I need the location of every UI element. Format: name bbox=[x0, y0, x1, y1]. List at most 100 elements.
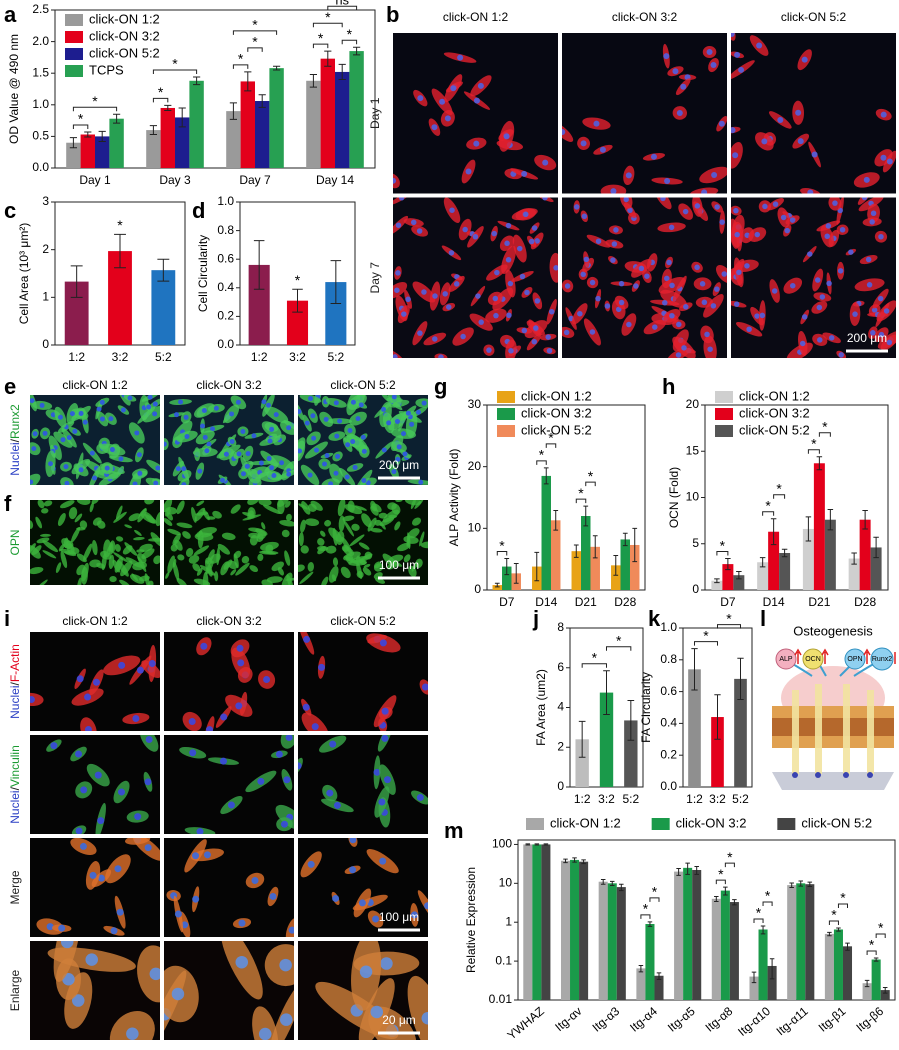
nucleus bbox=[361, 448, 367, 454]
cell bbox=[371, 503, 382, 513]
nucleus bbox=[75, 750, 83, 758]
nucleus bbox=[275, 750, 283, 758]
cell bbox=[300, 545, 309, 554]
cell bbox=[415, 558, 423, 569]
y-tick-label: 2 bbox=[42, 242, 49, 256]
nucleus bbox=[734, 231, 740, 238]
nucleus bbox=[324, 453, 330, 459]
x-tick-label: Itg-α5 bbox=[665, 1004, 698, 1035]
bar bbox=[320, 58, 335, 168]
bar bbox=[757, 562, 769, 590]
legend-swatch bbox=[65, 48, 83, 60]
nucleus bbox=[528, 238, 535, 245]
bar bbox=[189, 80, 204, 168]
bar bbox=[824, 933, 834, 1000]
nucleus bbox=[732, 152, 739, 159]
cell bbox=[37, 500, 45, 509]
significance-bracket bbox=[866, 950, 877, 956]
significance-label: * bbox=[252, 17, 258, 33]
cell bbox=[83, 543, 93, 562]
nucleus bbox=[227, 801, 235, 809]
nucleus bbox=[573, 204, 580, 210]
y-tick-label: 8 bbox=[557, 620, 564, 634]
cell bbox=[281, 572, 293, 585]
cell bbox=[317, 538, 325, 546]
row-label-part: Nuclei bbox=[8, 442, 22, 475]
cell bbox=[354, 505, 367, 511]
significance-bracket bbox=[545, 443, 557, 448]
bar bbox=[779, 553, 791, 590]
y-tick-label: 0 bbox=[42, 337, 49, 351]
nucleus bbox=[784, 227, 790, 234]
micrograph bbox=[30, 632, 160, 731]
cell bbox=[124, 524, 133, 529]
bar bbox=[269, 68, 284, 168]
significance-bracket bbox=[72, 106, 118, 112]
panel-label: i bbox=[4, 606, 10, 631]
bar bbox=[579, 861, 589, 1000]
nucleus bbox=[633, 283, 639, 289]
row-label-part: Day 7 bbox=[368, 262, 382, 294]
significance-bracket bbox=[496, 551, 508, 556]
cell bbox=[212, 510, 222, 519]
nucleus bbox=[223, 451, 229, 457]
row-label-part: / bbox=[8, 786, 22, 790]
micrograph bbox=[30, 838, 160, 937]
nucleus bbox=[604, 303, 611, 309]
cell bbox=[284, 550, 291, 566]
cell bbox=[249, 565, 259, 573]
nucleus bbox=[738, 66, 745, 73]
bar bbox=[862, 983, 872, 1000]
x-tick-label: 5:2 bbox=[155, 350, 172, 364]
error-bar bbox=[70, 265, 83, 298]
bar bbox=[870, 547, 882, 590]
cell bbox=[304, 518, 320, 527]
nucleus bbox=[548, 308, 555, 315]
nucleus bbox=[99, 399, 105, 405]
nucleus bbox=[886, 158, 893, 165]
nucleus bbox=[184, 434, 190, 440]
nucleus bbox=[360, 434, 366, 440]
cell bbox=[113, 511, 127, 523]
nucleus bbox=[577, 310, 583, 317]
nucleus bbox=[378, 798, 386, 806]
legend-label: TCPS bbox=[89, 62, 124, 77]
y-tick-label: 0.2 bbox=[660, 747, 677, 761]
cell bbox=[279, 520, 294, 527]
significance-label: * bbox=[252, 34, 258, 50]
nucleus bbox=[261, 399, 267, 405]
nucleus bbox=[361, 477, 367, 483]
bar bbox=[560, 860, 571, 1000]
nucleus bbox=[789, 217, 796, 223]
nucleus bbox=[32, 431, 38, 437]
nucleus bbox=[613, 227, 619, 233]
error-bar bbox=[543, 843, 549, 846]
nucleus bbox=[759, 312, 766, 319]
nucleus bbox=[265, 402, 271, 408]
nucleus bbox=[311, 723, 319, 731]
error-bar bbox=[69, 137, 77, 149]
cell bbox=[134, 529, 142, 536]
panel-label: h bbox=[662, 374, 675, 399]
nucleus bbox=[699, 281, 706, 287]
nucleus bbox=[880, 111, 887, 118]
error-bar bbox=[324, 50, 332, 67]
significance-label: * bbox=[776, 480, 782, 496]
significance-label: * bbox=[718, 866, 724, 882]
nucleus bbox=[801, 56, 808, 63]
column-label: click-ON 3:2 bbox=[196, 614, 262, 628]
bar bbox=[226, 111, 241, 168]
nucleus bbox=[807, 189, 814, 194]
bar bbox=[541, 475, 551, 590]
nucleus bbox=[734, 51, 741, 58]
error-bar bbox=[759, 557, 766, 568]
y-tick-label: 15 bbox=[686, 443, 700, 457]
error-bar bbox=[737, 657, 744, 701]
cell bbox=[230, 569, 237, 576]
x-tick-label: D7 bbox=[499, 595, 515, 609]
significance-bracket bbox=[247, 47, 263, 52]
cell bbox=[66, 543, 75, 555]
legend-swatch bbox=[65, 65, 83, 77]
legend-label: click-ON 5:2 bbox=[89, 45, 160, 60]
error-bar bbox=[725, 558, 731, 571]
